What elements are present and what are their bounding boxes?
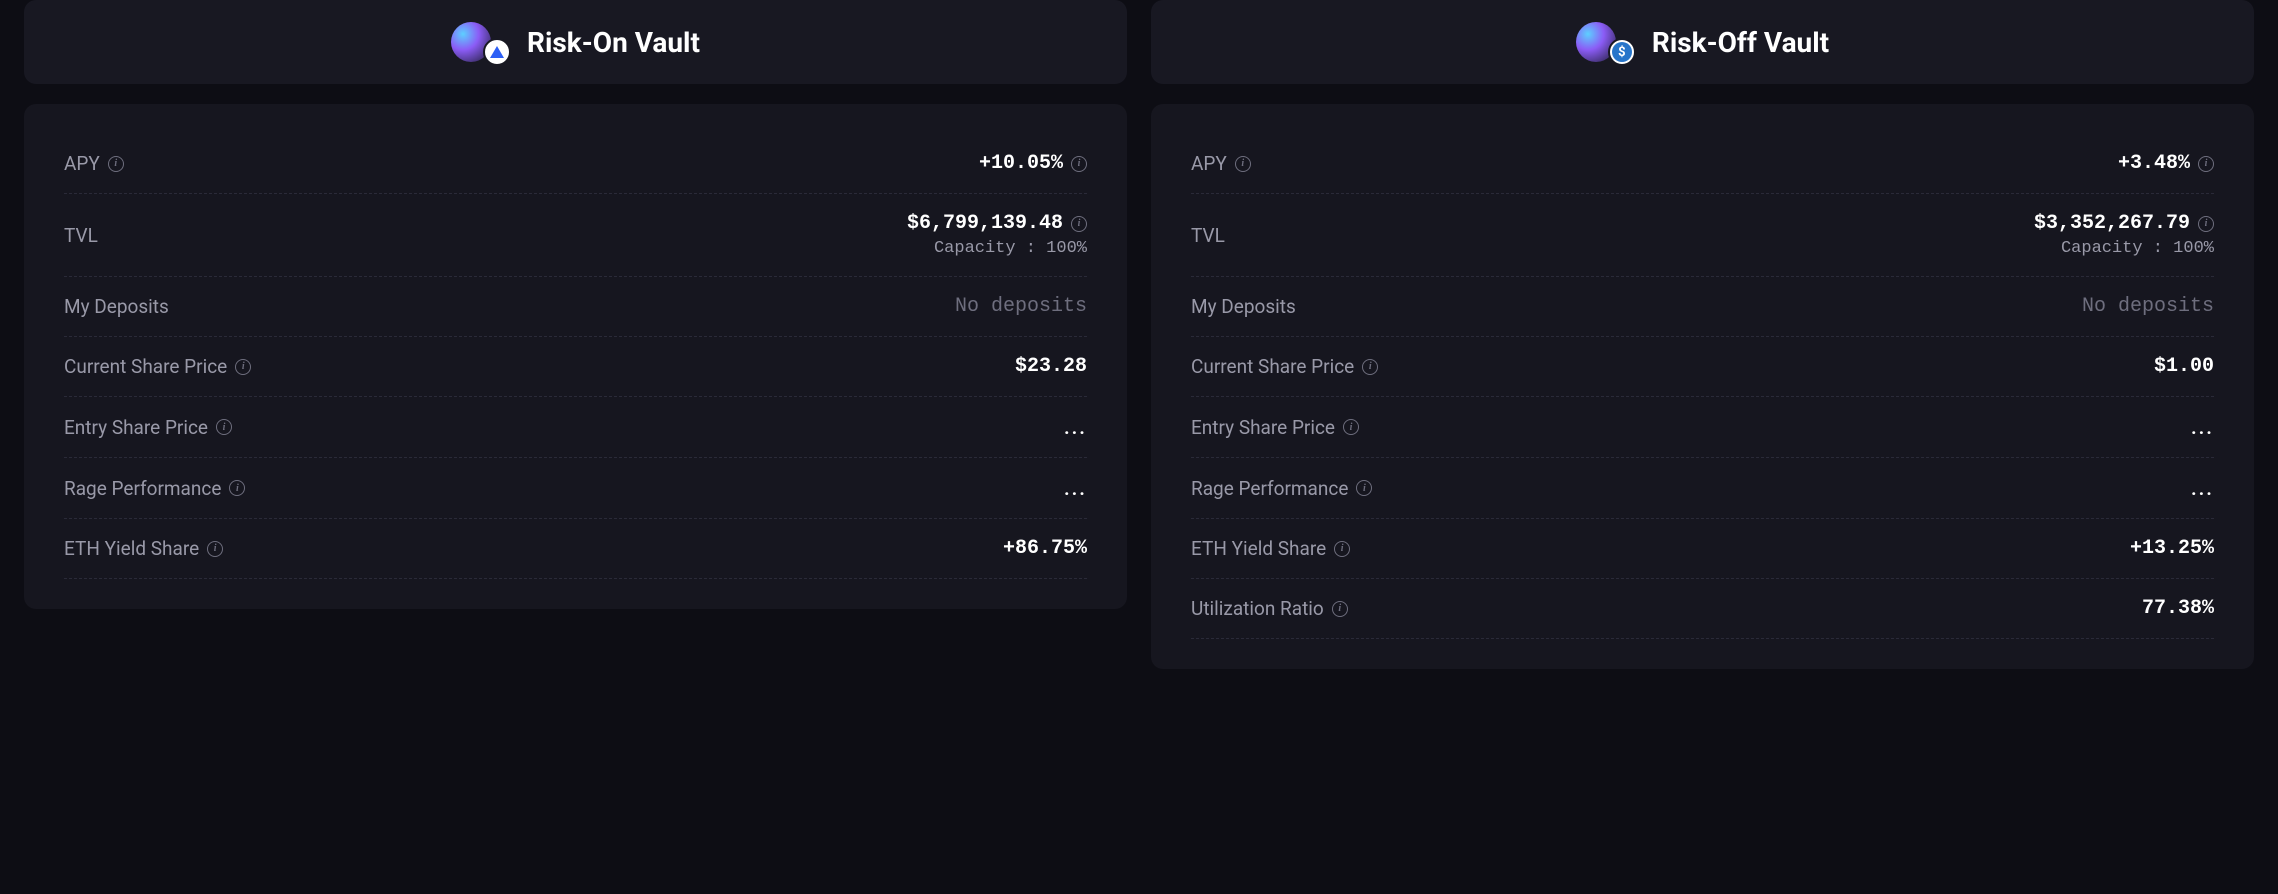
- stat-label: APY i: [1191, 152, 1251, 175]
- stat-row-tvl: TVL $3,352,267.79 i Capacity : 100%: [1191, 194, 2214, 277]
- stat-value: +3.48% i: [2118, 152, 2214, 175]
- info-icon[interactable]: i: [207, 541, 223, 557]
- stat-row-deposits: My Deposits No deposits: [64, 277, 1087, 337]
- stat-value: +86.75%: [1003, 537, 1087, 560]
- info-icon[interactable]: i: [2198, 216, 2214, 232]
- info-icon[interactable]: i: [1334, 541, 1350, 557]
- info-icon[interactable]: i: [1332, 601, 1348, 617]
- capacity-text: Capacity : 100%: [2061, 239, 2214, 258]
- stat-value: ...: [2191, 415, 2214, 439]
- stat-label: Current Share Price i: [1191, 355, 1378, 378]
- stat-value: ...: [1064, 415, 1087, 439]
- stat-row-deposits: My Deposits No deposits: [1191, 277, 2214, 337]
- info-icon[interactable]: i: [2198, 156, 2214, 172]
- stat-label: Entry Share Price i: [1191, 416, 1359, 439]
- vault-title: Risk-Off Vault: [1652, 26, 1829, 59]
- stat-row-apy: APY i +10.05% i: [64, 134, 1087, 194]
- stat-value: $23.28: [1015, 355, 1087, 378]
- stat-value: No deposits: [955, 295, 1087, 318]
- stat-value: +13.25%: [2130, 537, 2214, 560]
- stat-value: No deposits: [2082, 295, 2214, 318]
- stat-value: $3,352,267.79 i Capacity : 100%: [2034, 212, 2214, 258]
- info-icon[interactable]: i: [1356, 480, 1372, 496]
- stat-value: ...: [2191, 476, 2214, 500]
- stat-value: ...: [1064, 476, 1087, 500]
- stat-value: +10.05% i: [979, 152, 1087, 175]
- info-icon[interactable]: i: [1071, 216, 1087, 232]
- vault-icon-pair: [1576, 20, 1636, 64]
- stat-label: TVL: [64, 224, 98, 247]
- stat-row-eth-yield: ETH Yield Share i +13.25%: [1191, 519, 2214, 579]
- info-icon[interactable]: i: [229, 480, 245, 496]
- vault-title: Risk-On Vault: [527, 26, 700, 59]
- info-icon[interactable]: i: [1343, 419, 1359, 435]
- stat-row-eth-yield: ETH Yield Share i +86.75%: [64, 519, 1087, 579]
- vault-icon-pair: [451, 20, 511, 64]
- vault-card-risk-on: Risk-On Vault APY i +10.05% i TVL: [24, 0, 1127, 669]
- vault-body: APY i +10.05% i TVL $6,799,139.48 i: [24, 104, 1127, 609]
- stat-label: Rage Performance i: [64, 477, 245, 500]
- stat-value: $6,799,139.48 i Capacity : 100%: [907, 212, 1087, 258]
- capacity-text: Capacity : 100%: [934, 239, 1087, 258]
- stat-row-entry-price: Entry Share Price i ...: [1191, 397, 2214, 458]
- vault-header: Risk-On Vault: [24, 0, 1127, 84]
- stat-label: ETH Yield Share i: [64, 537, 223, 560]
- stat-label: Current Share Price i: [64, 355, 251, 378]
- stat-label: My Deposits: [64, 295, 169, 318]
- vault-header: Risk-Off Vault: [1151, 0, 2254, 84]
- stat-row-tvl: TVL $6,799,139.48 i Capacity : 100%: [64, 194, 1087, 277]
- stat-row-apy: APY i +3.48% i: [1191, 134, 2214, 194]
- stat-label: ETH Yield Share i: [1191, 537, 1350, 560]
- stat-row-rage-perf: Rage Performance i ...: [1191, 458, 2214, 519]
- stat-label: APY i: [64, 152, 124, 175]
- info-icon[interactable]: i: [108, 156, 124, 172]
- stat-value: $1.00: [2154, 355, 2214, 378]
- info-icon[interactable]: i: [1235, 156, 1251, 172]
- stat-row-current-price: Current Share Price i $23.28: [64, 337, 1087, 397]
- info-icon[interactable]: i: [1071, 156, 1087, 172]
- stat-label: TVL: [1191, 224, 1225, 247]
- vault-card-risk-off: Risk-Off Vault APY i +3.48% i TVL: [1151, 0, 2254, 669]
- stat-row-utilization: Utilization Ratio i 77.38%: [1191, 579, 2214, 639]
- stat-label: Utilization Ratio i: [1191, 597, 1348, 620]
- info-icon[interactable]: i: [235, 359, 251, 375]
- stat-label: My Deposits: [1191, 295, 1296, 318]
- usdc-icon: [1608, 38, 1636, 66]
- vault-body: APY i +3.48% i TVL $3,352,267.79 i: [1151, 104, 2254, 669]
- info-icon[interactable]: i: [216, 419, 232, 435]
- stat-row-rage-perf: Rage Performance i ...: [64, 458, 1087, 519]
- stat-label: Rage Performance i: [1191, 477, 1372, 500]
- stat-row-current-price: Current Share Price i $1.00: [1191, 337, 2214, 397]
- stat-label: Entry Share Price i: [64, 416, 232, 439]
- stat-row-entry-price: Entry Share Price i ...: [64, 397, 1087, 458]
- arbitrum-icon: [483, 38, 511, 66]
- stat-value: 77.38%: [2142, 597, 2214, 620]
- info-icon[interactable]: i: [1362, 359, 1378, 375]
